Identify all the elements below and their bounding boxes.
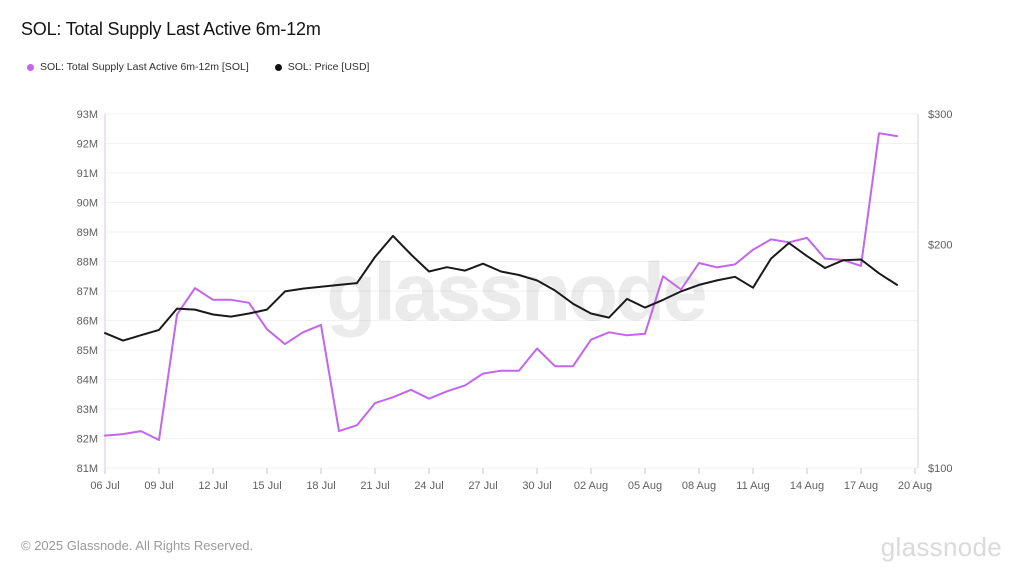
x-axis-tick-label: 05 Aug: [628, 480, 662, 492]
price-series-dot-icon: [274, 63, 282, 71]
legend-item-price-label: SOL: Price [USD]: [287, 61, 370, 73]
x-axis-tick-label: 27 Jul: [468, 480, 497, 492]
price-line-series: [104, 234, 898, 342]
glassnode-watermark: glassnode: [326, 247, 705, 338]
x-axis-tick-label: 11 Aug: [736, 480, 769, 492]
x-axis-tick-label: 24 Jul: [414, 480, 443, 492]
y-axis-left-tick-label: 89M: [77, 227, 98, 239]
x-axis-tick-label: 17 Aug: [844, 480, 878, 492]
x-axis-tick-label: 02 Aug: [574, 480, 608, 492]
y-axis-left-tick-label: 88M: [77, 257, 98, 269]
x-axis-tick-label: 14 Aug: [790, 480, 824, 492]
x-axis-tick-label: 12 Jul: [198, 480, 227, 492]
x-axis-tick-label: 20 Aug: [898, 480, 932, 492]
legend-item-supply[interactable]: SOL: Total Supply Last Active 6m-12m [SO…: [27, 61, 249, 73]
y-axis-left-tick-label: 92M: [77, 139, 98, 151]
supply-series-dot-icon: [27, 63, 34, 71]
copyright-text: © 2025 Glassnode. All Rights Reserved.: [21, 538, 254, 553]
x-axis-tick-label: 15 Jul: [252, 480, 281, 492]
x-axis-tick-label: 06 Jul: [90, 480, 119, 492]
x-axis-tick-label: 21 Jul: [360, 480, 389, 492]
y-axis-left-tick-label: 87M: [77, 286, 98, 298]
glassnode-logo: glassnode: [880, 532, 1002, 562]
y-axis-left-tick-label: 91M: [77, 168, 98, 180]
y-axis-right-tick-label: $300: [928, 109, 952, 121]
y-axis-left-tick-label: 83M: [77, 404, 98, 416]
y-axis-left-tick-label: 84M: [77, 375, 98, 387]
x-axis-tick-label: 09 Jul: [144, 480, 173, 492]
legend-item-supply-label: SOL: Total Supply Last Active 6m-12m [SO…: [40, 61, 249, 73]
page-title: SOL: Total Supply Last Active 6m-12m: [21, 19, 321, 39]
y-axis-right-tick-label: $200: [928, 240, 952, 252]
y-axis-left-tick-label: 86M: [77, 316, 98, 328]
y-axis-left-tick-label: 93M: [77, 109, 98, 121]
legend-item-price[interactable]: SOL: Price [USD]: [274, 61, 370, 73]
x-axis-tick-label: 08 Aug: [682, 480, 716, 492]
y-axis-right-tick-label: $100: [928, 463, 952, 475]
y-axis-left-tick-label: 85M: [77, 345, 98, 357]
chart-legend: SOL: Total Supply Last Active 6m-12m [SO…: [27, 61, 369, 73]
supply-line-series: [104, 132, 898, 441]
y-axis-left-tick-label: 82M: [77, 434, 98, 446]
x-axis-tick-label: 18 Jul: [306, 480, 335, 492]
x-axis-tick-label: 30 Jul: [522, 480, 551, 492]
y-axis-left-tick-label: 81M: [77, 463, 98, 475]
y-axis-left-tick-label: 90M: [77, 198, 98, 210]
